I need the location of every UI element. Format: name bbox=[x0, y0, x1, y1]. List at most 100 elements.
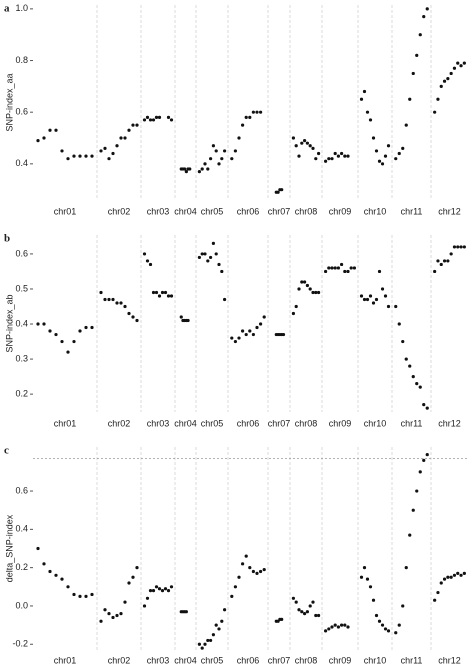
snp-point bbox=[217, 627, 221, 631]
snp-point bbox=[408, 97, 412, 101]
x-tick-label: chr05 bbox=[201, 655, 224, 665]
snp-point bbox=[148, 589, 153, 593]
x-tick-label: chr05 bbox=[201, 206, 224, 216]
snp-point bbox=[401, 339, 405, 344]
snp-point bbox=[340, 151, 344, 156]
snp-point bbox=[281, 332, 286, 337]
snp-point bbox=[78, 329, 82, 333]
y-axis-label: SNP-index_ab bbox=[4, 294, 14, 352]
snp-point bbox=[456, 245, 460, 249]
snp-point bbox=[230, 157, 234, 161]
snp-point bbox=[425, 406, 429, 410]
snp-point bbox=[241, 123, 245, 127]
snp-point bbox=[314, 157, 318, 161]
snp-point bbox=[241, 562, 245, 566]
snp-point bbox=[214, 149, 218, 153]
snp-point bbox=[377, 159, 382, 163]
snp-point bbox=[408, 533, 412, 537]
snp-point bbox=[404, 123, 408, 127]
snp-point bbox=[456, 571, 460, 575]
snp-point bbox=[135, 318, 139, 323]
x-tick-label: chr11 bbox=[401, 206, 423, 216]
x-tick-label: chr03 bbox=[147, 418, 170, 428]
snp-point bbox=[66, 585, 70, 589]
snp-point bbox=[317, 613, 321, 618]
y-tick-label: 0.6 bbox=[15, 485, 28, 495]
snp-point bbox=[336, 266, 340, 270]
snp-point bbox=[333, 151, 337, 156]
snp-point bbox=[188, 167, 192, 171]
snp-point bbox=[151, 290, 156, 295]
x-tick-label: chr11 bbox=[401, 655, 423, 665]
snp-point bbox=[36, 138, 40, 143]
snp-point bbox=[380, 287, 385, 291]
snp-point bbox=[436, 97, 440, 101]
snp-point bbox=[66, 157, 70, 161]
snp-point bbox=[377, 269, 382, 274]
snp-point bbox=[48, 128, 52, 132]
snp-point bbox=[151, 118, 156, 122]
snp-point bbox=[84, 594, 88, 598]
snp-point bbox=[308, 287, 312, 291]
y-tick-label: 0.6 bbox=[15, 107, 28, 117]
y-tick-label: 0.2 bbox=[15, 388, 28, 398]
snp-point bbox=[433, 110, 437, 114]
snp-point bbox=[397, 322, 401, 326]
snp-point bbox=[54, 128, 58, 132]
snp-point bbox=[439, 84, 443, 88]
snp-point bbox=[317, 151, 321, 156]
snp-point bbox=[179, 315, 183, 319]
x-tick-label: chr09 bbox=[329, 655, 352, 665]
snp-point bbox=[374, 613, 379, 618]
snp-point bbox=[237, 136, 241, 140]
y-tick-label: 0.0 bbox=[15, 600, 28, 610]
y-tick-label: -0.2 bbox=[12, 639, 28, 649]
snp-point bbox=[462, 61, 466, 65]
snp-point bbox=[303, 280, 307, 284]
snp-point bbox=[251, 569, 255, 574]
snp-point bbox=[148, 262, 153, 267]
snp-point bbox=[223, 608, 227, 612]
snp-point bbox=[415, 489, 419, 493]
x-tick-label: chr10 bbox=[364, 206, 387, 216]
snp-point bbox=[449, 252, 453, 256]
snp-point bbox=[418, 33, 422, 37]
snp-point bbox=[157, 294, 162, 298]
panel-label: a bbox=[4, 3, 10, 15]
x-tick-label: chr05 bbox=[201, 418, 224, 428]
snp-point bbox=[401, 604, 405, 608]
snp-point bbox=[127, 581, 131, 585]
snp-point bbox=[166, 294, 171, 298]
snp-point bbox=[119, 612, 123, 616]
snp-point bbox=[151, 589, 156, 593]
snp-point bbox=[386, 144, 391, 148]
snp-point bbox=[107, 157, 111, 161]
x-tick-label: chr08 bbox=[295, 206, 318, 216]
snp-point bbox=[311, 146, 315, 150]
snp-point bbox=[169, 294, 174, 298]
snp-point bbox=[244, 554, 248, 558]
snp-point bbox=[206, 167, 210, 171]
snp-point bbox=[203, 642, 207, 646]
snp-point bbox=[401, 146, 405, 150]
snp-point bbox=[317, 290, 321, 295]
snp-point bbox=[148, 118, 153, 122]
snp-point bbox=[206, 638, 210, 643]
snp-point bbox=[248, 566, 252, 570]
snp-point bbox=[203, 162, 207, 166]
snp-point bbox=[145, 596, 150, 600]
snp-point bbox=[209, 638, 213, 643]
snp-point bbox=[135, 123, 139, 127]
snp-point bbox=[127, 311, 131, 316]
snp-point bbox=[456, 61, 460, 65]
x-tick-label: chr02 bbox=[108, 418, 131, 428]
x-tick-label: chr03 bbox=[147, 206, 170, 216]
snp-point bbox=[343, 154, 347, 158]
snp-point bbox=[84, 154, 88, 158]
snp-point bbox=[368, 294, 373, 298]
snp-point bbox=[259, 569, 263, 574]
snp-point bbox=[349, 266, 353, 270]
snp-point bbox=[422, 15, 426, 19]
snp-point bbox=[184, 610, 188, 614]
snp-point bbox=[397, 623, 401, 627]
